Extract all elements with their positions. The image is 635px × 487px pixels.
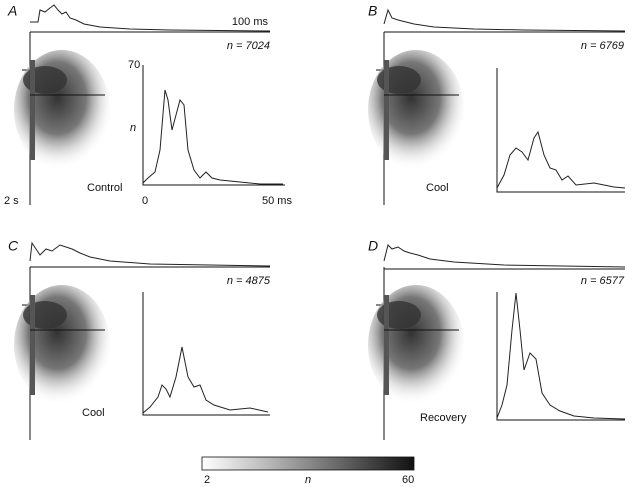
colorbar-min: 2 [204,474,210,486]
inset-curve [142,89,283,185]
psth-trace [383,8,626,32]
inset-axes [142,65,285,186]
colorbar-max: 60 [402,474,414,486]
inset-x-end: 50 ms [262,195,292,207]
inset-axes [142,292,270,416]
panel-letter: D [368,238,378,254]
condition: Recovery [420,412,467,424]
psth-trace [383,244,626,268]
raster [367,31,465,206]
psth-trace [29,241,271,267]
panel-d: D n = 6577 Recovery [367,238,626,441]
psth-trace [30,4,271,32]
colorbar-label: n [305,474,311,486]
panel-letter: C [8,238,19,254]
panel-letter: B [368,3,377,19]
inset-y-top: 70 [128,59,140,71]
condition: Cool [82,407,105,419]
inset-x-start: 0 [142,195,148,207]
panel-c: C n = 4875 Cool [8,238,271,441]
condition: Control [87,182,122,194]
colorbar: 2 n 60 [201,456,415,486]
n-label: n = 4875 [227,275,271,287]
n-label: n = 6577 [581,275,625,287]
inset-curve [496,292,626,420]
time-scale: 100 ms [232,16,269,28]
panel-a: A 100 ms n = 7024 2 s Control 70 n 0 50 … [4,3,292,207]
colorbar-scale [201,456,415,471]
inset-axes [496,292,625,421]
inset-y-label: n [130,122,136,134]
inset-curve [496,130,626,189]
n-label: n = 7024 [227,40,270,52]
inset-axes [496,68,625,193]
raster [13,31,111,206]
raster-scale: 2 s [4,195,19,207]
panel-letter: A [7,3,17,19]
condition: Cool [426,182,449,194]
panel-b: B n = 6769 Cool [367,3,626,206]
n-label: n = 6769 [581,40,624,52]
inset-curve [142,346,269,414]
